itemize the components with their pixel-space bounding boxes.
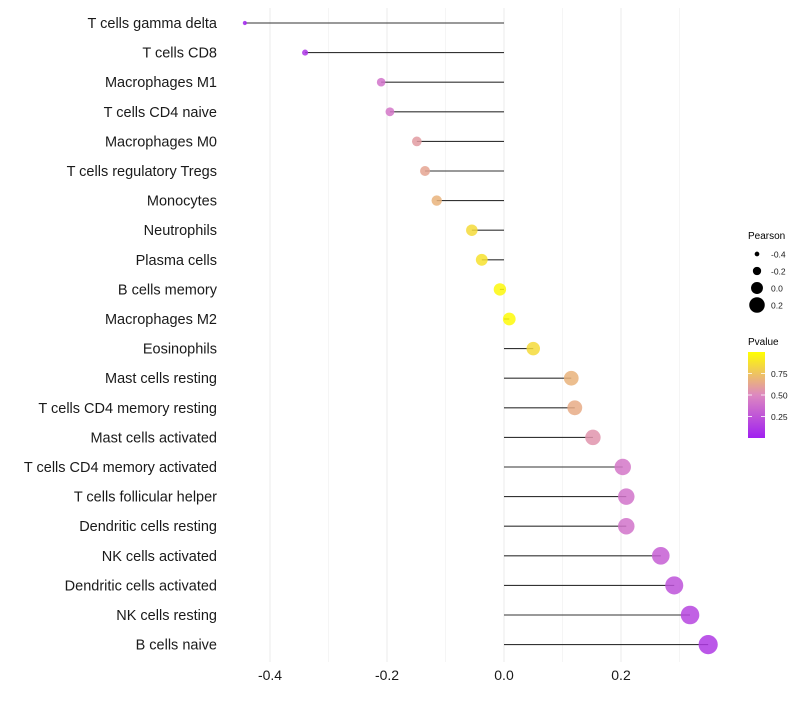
x-axis-labels: -0.4 -0.2 0.0 0.2 — [258, 667, 631, 683]
y-axis-label: NK cells resting — [116, 608, 217, 624]
color-legend-bar — [748, 352, 765, 438]
size-legend-title: Pearson — [748, 231, 785, 242]
legend: Pearson -0.4-0.20.00.2 Pvalue 0.250.500.… — [748, 231, 788, 438]
size-legend-label: 0.2 — [771, 301, 783, 311]
size-legend-key — [751, 282, 763, 294]
y-axis-label: B cells naive — [136, 638, 217, 654]
y-axis-label: Mast cells activated — [90, 430, 217, 446]
size-legend-label: 0.0 — [771, 284, 783, 294]
lollipop-point — [618, 488, 635, 505]
lollipop-point — [526, 341, 540, 356]
lollipop-point — [502, 312, 516, 326]
y-axis-label: Neutrophils — [144, 223, 217, 239]
color-legend-items: 0.25 0.50 0.75 — [748, 369, 788, 422]
color-legend-label: 0.50 — [771, 391, 788, 401]
y-axis-label: T cells CD4 memory activated — [24, 460, 217, 476]
y-axis-label: Dendritic cells resting — [79, 519, 217, 535]
size-legend-items: -0.4 -0.2 0.0 0.2 — [749, 250, 786, 313]
lollipop-point — [411, 136, 422, 147]
size-legend-label: -0.4 — [771, 250, 786, 260]
lollipop-point — [614, 458, 631, 476]
x-axis-tick-label: -0.2 — [375, 667, 399, 683]
lollipop-points — [242, 20, 718, 655]
color-legend-label: 0.75 — [771, 369, 788, 379]
lollipop-point — [585, 429, 601, 446]
lollipop-point — [680, 605, 700, 625]
y-axis-label: B cells memory — [118, 282, 218, 298]
y-axis-labels: T cells gamma delta T cells CD8 Macrophage… — [24, 16, 218, 654]
x-axis-tick-label: 0.2 — [611, 667, 631, 683]
y-axis-label: T cells follicular helper — [74, 490, 217, 506]
lollipop-point — [302, 49, 309, 56]
y-axis-label: Eosinophils — [143, 342, 217, 358]
y-axis-label: Mast cells resting — [105, 371, 217, 387]
size-legend-key — [749, 297, 765, 313]
y-axis-label: T cells CD4 memory resting — [38, 401, 217, 417]
lollipop-point — [665, 576, 684, 595]
y-axis-label: Macrophages M1 — [105, 75, 217, 91]
y-axis-label: T cells regulatory Tregs — [67, 164, 217, 180]
lollipop-point — [618, 517, 635, 535]
lollipop-point — [651, 546, 670, 565]
size-legend-key — [754, 251, 760, 257]
size-legend-label: -0.2 — [771, 267, 786, 277]
lollipop-point — [563, 370, 579, 386]
x-axis-tick-label: -0.4 — [258, 667, 282, 683]
lollipop-point — [420, 166, 431, 176]
color-legend-title: Pvalue — [748, 337, 779, 348]
color-legend-label: 0.25 — [771, 412, 788, 422]
y-axis-label: Monocytes — [147, 194, 217, 210]
y-axis-label: T cells gamma delta — [88, 16, 218, 32]
lollipop-point — [385, 107, 395, 117]
y-axis-label: T cells CD4 naive — [104, 105, 217, 121]
lollipop-point — [698, 635, 718, 655]
y-axis-label: Macrophages M0 — [105, 134, 217, 150]
lollipop-point — [475, 253, 488, 266]
y-axis-label: Macrophages M2 — [105, 312, 217, 328]
lollipop-point — [242, 20, 247, 26]
x-axis-tick-label: 0.0 — [494, 667, 514, 683]
lollipop-point — [466, 224, 478, 236]
y-axis-label: Dendritic cells activated — [65, 578, 217, 594]
y-axis-label: Plasma cells — [136, 253, 217, 269]
lollipop-point — [431, 195, 442, 206]
size-legend-key — [752, 266, 762, 276]
y-axis-label: NK cells activated — [102, 549, 217, 565]
lollipop-stems — [244, 22, 709, 646]
lollipop-point — [493, 283, 507, 296]
lollipop-point — [376, 77, 386, 87]
grid-lines — [269, 8, 680, 662]
y-axis-label: T cells CD8 — [142, 46, 217, 62]
lollipop-point — [567, 400, 583, 416]
